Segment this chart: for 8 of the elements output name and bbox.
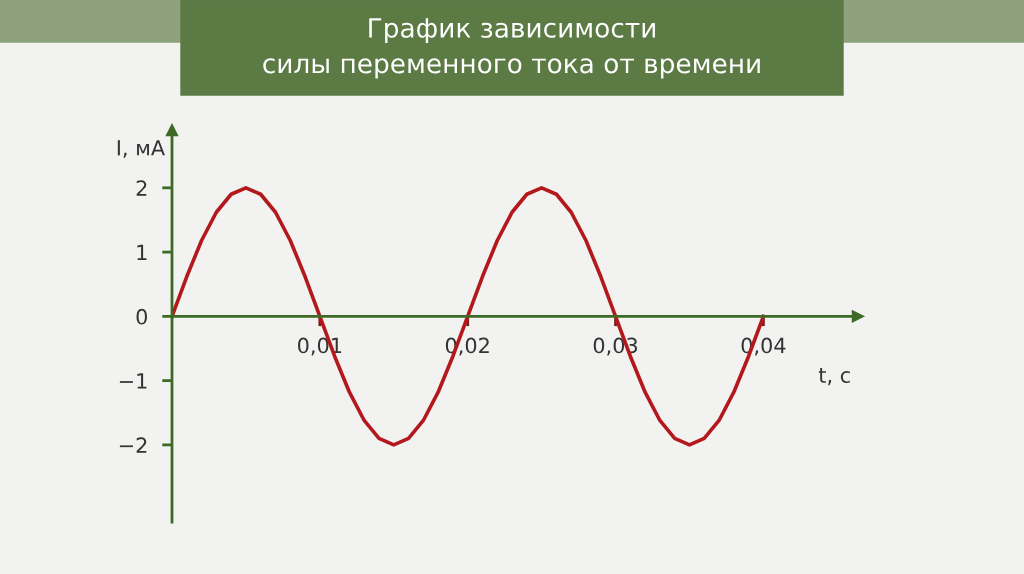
y-tick-label: 1: [137, 244, 147, 261]
y-tick-label: −1: [119, 373, 147, 389]
x-axis-title: t, с: [818, 368, 850, 386]
y-tick-label: −2: [119, 437, 147, 453]
y-tick-label: 0: [136, 308, 148, 325]
y-axis-title: I, мА: [117, 140, 165, 158]
y-tick-label: 2: [136, 180, 147, 196]
chart-title: График зависимости силы переменного тока от времени: [263, 18, 760, 79]
